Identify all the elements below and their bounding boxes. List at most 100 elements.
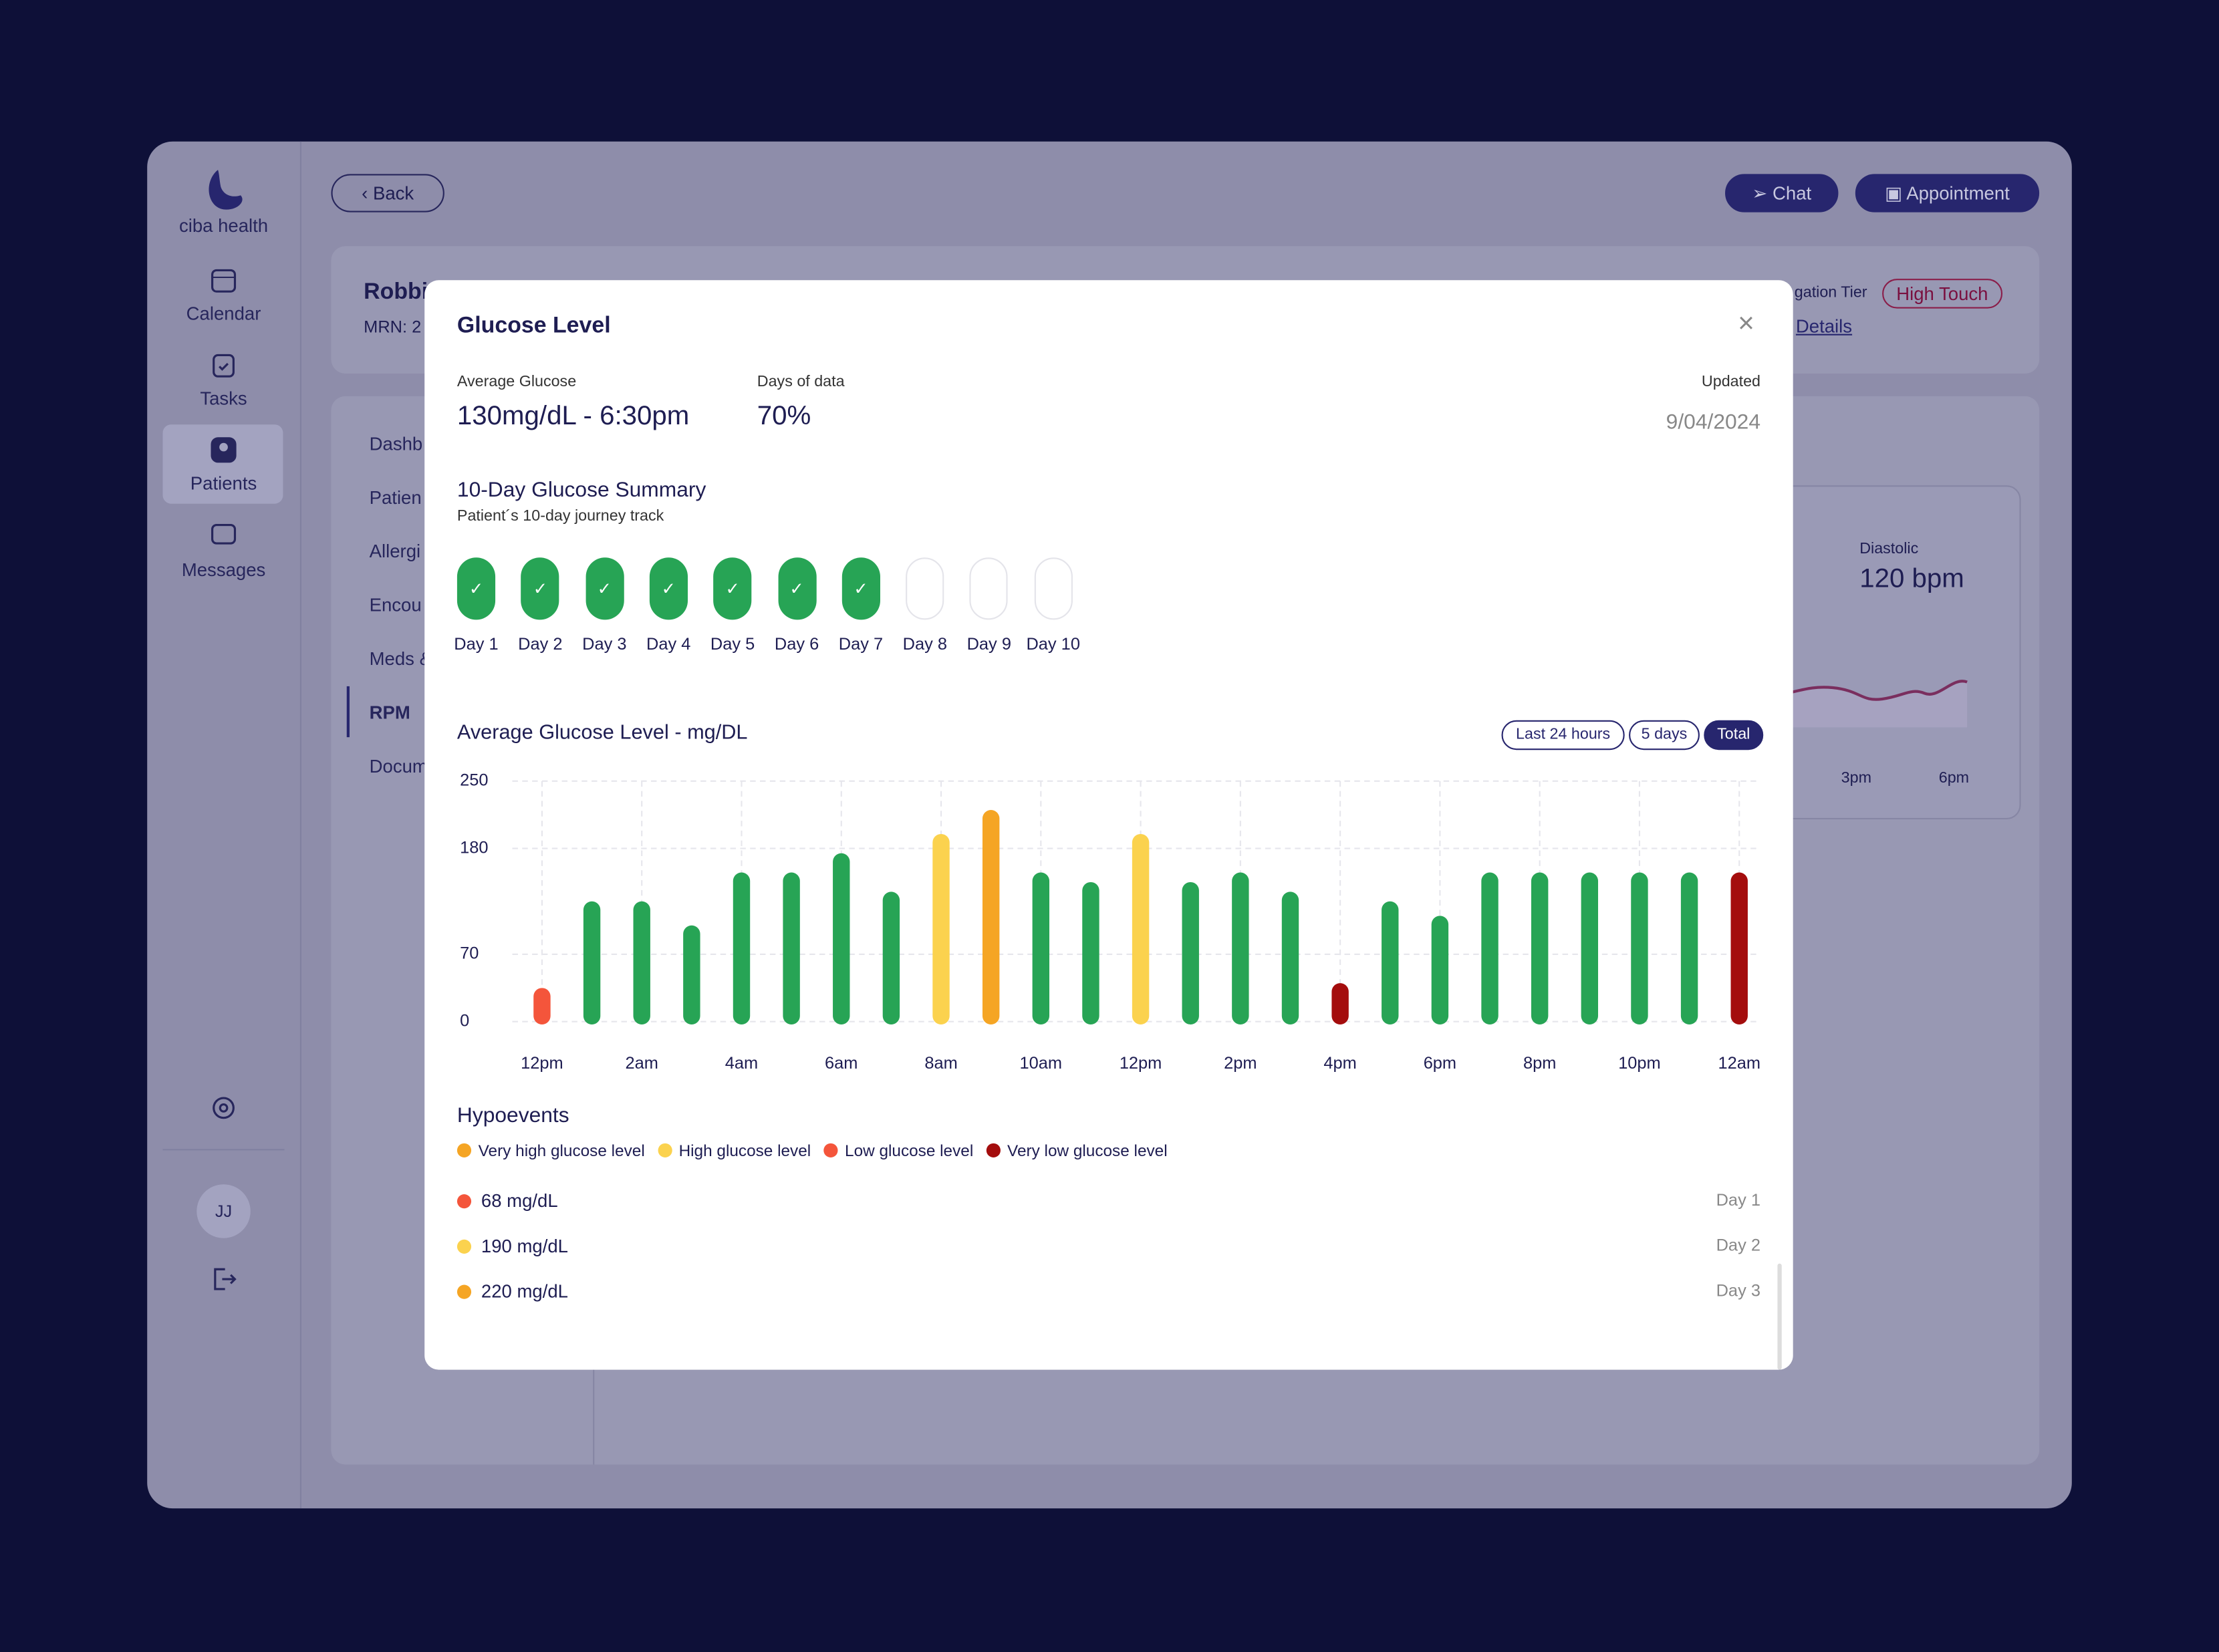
day-pill: ✓ [585,557,624,620]
bar [1730,872,1748,1024]
bar [633,901,650,1024]
close-button[interactable]: × [1738,308,1754,340]
day-label: Day 4 [646,634,691,654]
bar [833,853,850,1024]
day-label: Day 3 [582,634,627,654]
patient-name: Robbi [364,280,428,305]
messages-icon [211,523,237,545]
menu-item[interactable]: Patien [369,487,422,509]
nav-item[interactable]: Tasks [200,388,247,409]
y-tick-label: 250 [460,771,488,789]
glucose-modal: Glucose Level × Average Glucose 130mg/dL… [424,280,1793,1370]
menu-item[interactable]: Encou [369,594,422,616]
day-pill [970,557,1009,620]
vital-x-label: 6pm [1938,769,1970,787]
day-pill: ✓ [649,557,688,620]
vital-value: 120 bpm [1859,564,1964,595]
chat-label: Chat [1773,182,1812,204]
chat-button[interactable]: ➢ Chat [1725,174,1839,213]
legend-label: Very low glucose level [1007,1143,1168,1161]
x-tick-label: 8am [924,1054,957,1073]
range-button[interactable]: 5 days [1629,720,1700,750]
bar [683,925,700,1024]
chart-title: Average Glucose Level - mg/DL [456,721,748,744]
day-pill: ✓ [777,557,816,620]
bar [1382,901,1399,1024]
tier-label: gation Tier [1794,284,1867,301]
menu-item[interactable]: Allergi [369,540,421,562]
event-day: Day 2 [1716,1235,1760,1256]
tasks-icon [213,354,235,378]
summary-subtitle: Patient´s 10-day journey track [456,508,664,525]
appointment-button[interactable]: ▣ Appointment [1855,174,2040,213]
menu-item[interactable]: RPM [369,702,410,723]
x-tick-label: 6pm [1424,1054,1456,1073]
glucose-chart: 0 70 180 250 12pm 2am 4am 6am 8am 10am 12pm 2pm 4pm 6… [460,771,1760,1073]
day-label: Day 8 [902,634,948,654]
bar [932,833,950,1024]
bar [1431,916,1449,1024]
x-tick-label: 12am [1718,1054,1760,1073]
day-pill: ✓ [713,557,752,620]
legend-dot [657,1143,672,1157]
menu-item[interactable]: Dashb [369,432,423,454]
legend-label: Low glucose level [845,1143,974,1161]
legend-dot [823,1143,838,1157]
event-dot [456,1284,472,1299]
day-label: Day 6 [774,634,819,654]
patients-icon [211,437,237,463]
event-dot [456,1239,472,1254]
y-tick-label: 180 [460,838,488,857]
range-button[interactable]: Last 24 hours [1501,720,1625,750]
day-label: Day 5 [710,634,755,654]
avatar[interactable]: JJ [197,1184,251,1238]
vital-sparkline [1762,680,1968,728]
range-button[interactable]: Total [1704,720,1764,750]
back-label: Back [372,182,414,204]
legend-dot [986,1143,1001,1157]
day-label: Day 1 [454,634,499,654]
x-tick-label: 4am [725,1054,758,1073]
scrollbar [1777,1263,1782,1370]
nav-item[interactable]: Patients [190,472,257,494]
logout-icon[interactable] [209,1265,237,1293]
bar [1581,872,1599,1024]
x-tick-label: 2pm [1224,1054,1257,1073]
mrn: MRN: 2 [364,317,422,337]
calendar-icon [211,269,237,293]
hypo-title: Hypoevents [456,1103,569,1128]
legend: Very high glucose level High glucose leve… [456,1143,1180,1161]
bar [1232,872,1249,1024]
updated-value: 9/04/2024 [1666,410,1760,435]
brand: ciba health [178,215,269,237]
event-day: Day 1 [1716,1190,1760,1210]
bar [1631,872,1648,1024]
bar [1281,891,1299,1024]
menu-item[interactable]: Meds & [369,648,432,670]
bar [1680,872,1698,1024]
day-label: Day 10 [1026,634,1080,654]
y-tick-label: 0 [460,1011,469,1030]
stat-value: 130mg/dL - 6:30pm [456,402,690,432]
day-label: Day 9 [966,634,1011,654]
updated-label: Updated [1701,373,1760,391]
divider [162,1149,285,1151]
nav-item[interactable]: Calendar [186,303,261,324]
bar [1132,833,1150,1024]
x-tick-label: 12pm [521,1054,563,1073]
y-tick-label: 70 [460,944,479,963]
bar [733,872,751,1024]
x-tick-label: 8pm [1523,1054,1556,1073]
legend-dot [456,1143,472,1157]
settings-icon[interactable] [209,1094,237,1122]
vital-label: Diastolic [1859,540,1919,558]
menu-item[interactable]: Docum [369,755,428,777]
bar [1182,881,1199,1024]
x-tick-label: 12pm [1120,1054,1162,1073]
back-button[interactable]: ‹ Back [331,174,444,213]
nav-item[interactable]: Messages [181,559,266,581]
details-link[interactable]: Details [1795,315,1853,337]
bar [533,988,551,1024]
menu-active [346,686,350,738]
